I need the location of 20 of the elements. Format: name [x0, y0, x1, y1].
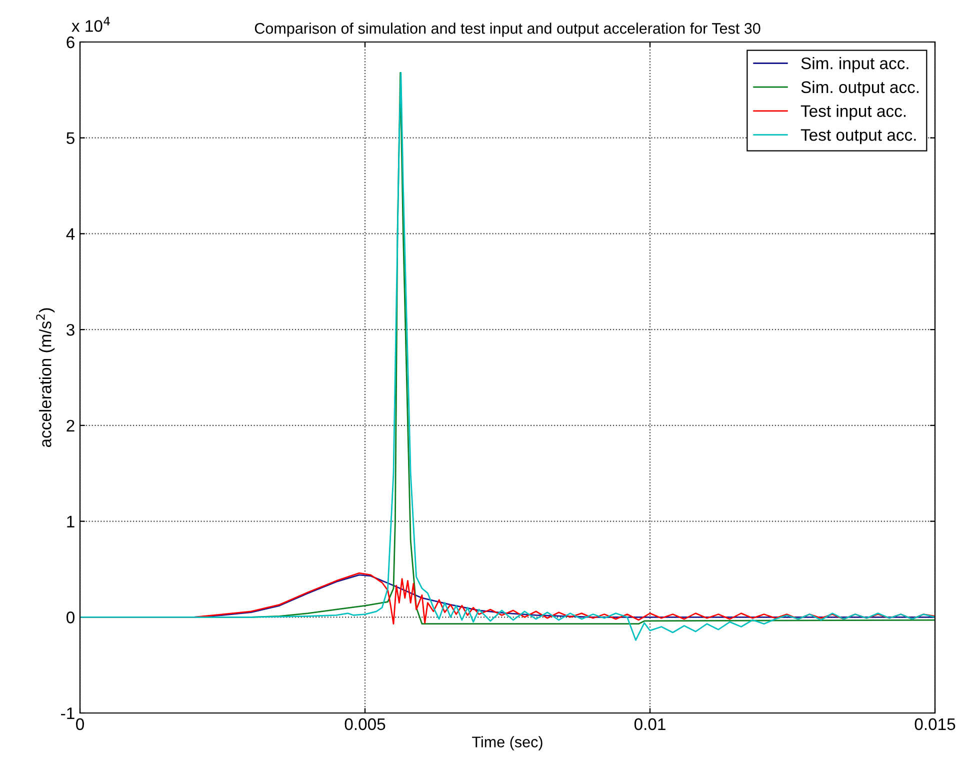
- legend-label: Test input acc.: [800, 104, 906, 120]
- y-tick-label: 0: [66, 612, 74, 624]
- y-tick-label: 3: [66, 324, 74, 336]
- x-tick-label: 0: [76, 718, 84, 730]
- legend-label: Sim. input acc.: [801, 57, 908, 73]
- y-tick-label: 5: [66, 132, 74, 144]
- x-axis-title: Time (sec): [472, 736, 542, 750]
- legend-label: Sim. output acc.: [801, 80, 918, 96]
- legend-label: Test output acc.: [800, 129, 916, 144]
- y-tick-label: 1: [67, 516, 74, 528]
- x-tick-label: 0.015: [914, 718, 956, 730]
- chart-title: Comparison of simulation and test input and output acceleration for Test 30: [254, 22, 760, 37]
- y-tick-label: -1: [61, 708, 74, 720]
- x-tick-label: 0.005: [344, 718, 386, 730]
- y-tick-label: 4: [66, 228, 75, 240]
- y-tick-label: 6: [66, 36, 74, 48]
- y-axis-title: acceleration (m/s$^{2}$): [36, 308, 55, 448]
- text: x 10$^{4}$: [72, 16, 110, 32]
- x-tick-label: 0.01: [634, 718, 666, 730]
- y-tick-label: 2: [66, 420, 74, 432]
